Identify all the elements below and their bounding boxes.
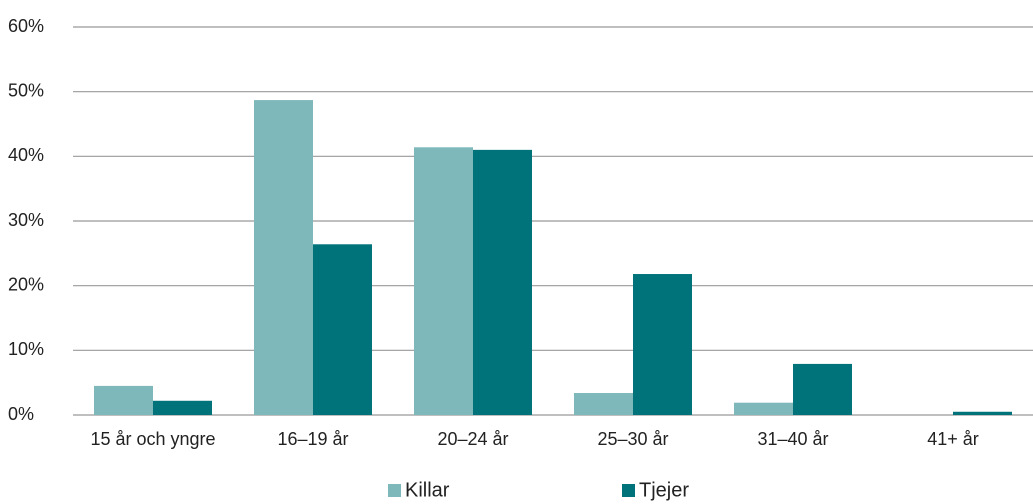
y-tick-label: 50% <box>8 80 44 100</box>
legend-label: Tjejer <box>639 479 689 501</box>
y-tick-label: 20% <box>8 274 44 294</box>
legend-label: Killar <box>405 479 450 501</box>
y-tick-label: 10% <box>8 339 44 359</box>
bar <box>574 393 633 415</box>
y-tick-label: 30% <box>8 210 44 230</box>
x-tick-label: 25–30 år <box>597 429 668 449</box>
bar <box>313 244 372 415</box>
bar <box>633 274 692 415</box>
bar <box>94 385 153 415</box>
bar <box>254 100 313 415</box>
y-tick-label: 0% <box>8 404 34 424</box>
x-tick-label: 16–19 år <box>277 429 348 449</box>
legend-swatch <box>622 484 635 497</box>
x-tick-label: 41+ år <box>927 429 979 449</box>
bar <box>473 149 532 415</box>
y-tick-label: 40% <box>8 145 44 165</box>
bar <box>734 402 793 415</box>
legend-swatch <box>388 484 401 497</box>
y-tick-label: 60% <box>8 16 44 36</box>
x-tick-label: 15 år och yngre <box>90 429 215 449</box>
x-tick-label: 31–40 år <box>757 429 828 449</box>
x-tick-label: 20–24 år <box>437 429 508 449</box>
bar <box>793 363 852 415</box>
bar <box>953 411 1012 415</box>
bar <box>153 400 212 415</box>
bar <box>414 147 473 415</box>
